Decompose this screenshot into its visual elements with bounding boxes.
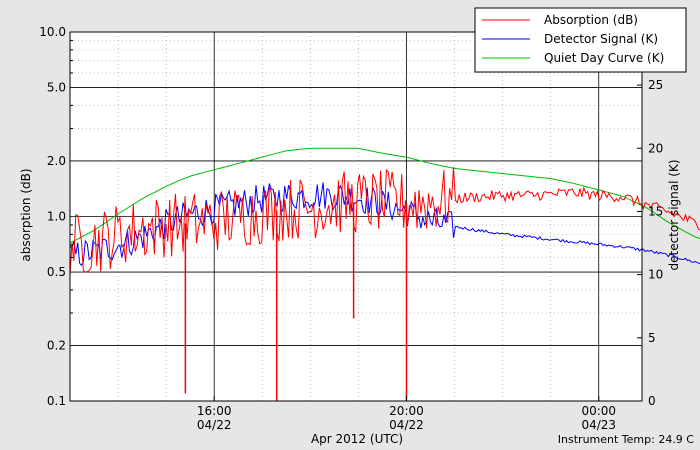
x-tick-label-time: 00:00 — [581, 404, 616, 418]
y-right-tick-label: 10 — [648, 268, 663, 282]
legend-label: Detector Signal (K) — [544, 32, 658, 46]
x-tick-label-time: 20:00 — [389, 404, 424, 418]
series-line — [69, 182, 700, 267]
legend-label: Absorption (dB) — [544, 13, 638, 27]
legend-label: Quiet Day Curve (K) — [544, 51, 664, 65]
y-left-tick-label: 0.1 — [47, 394, 66, 408]
y-right-tick-label: 20 — [648, 141, 663, 155]
grid — [69, 31, 642, 402]
series-absorption — [69, 167, 700, 401]
legend: Absorption (dB) Detector Signal (K) Quiet … — [474, 7, 687, 73]
x-tick-label-date: 04/23 — [581, 418, 616, 432]
y-left-tick-label: 2.0 — [47, 154, 66, 168]
y-left-tick-label: 10.0 — [39, 25, 66, 39]
y-right-tick-label: 25 — [648, 78, 663, 92]
axes: 16:0004/2220:0004/2200:0004/2304:0004/23… — [39, 25, 663, 432]
y-right-tick-label: 5 — [648, 331, 656, 345]
series-quiet — [69, 147, 700, 244]
y-left-tick-label: 0.5 — [47, 265, 66, 279]
plot-frame — [69, 31, 643, 402]
x-axis-label: Apr 2012 (UTC) — [311, 432, 403, 446]
legend-box — [474, 7, 687, 73]
series-layer — [69, 147, 700, 401]
y-axis-right-label: detector signal (K) — [667, 159, 681, 270]
y-left-tick-label: 1.0 — [47, 210, 66, 224]
y-left-tick-label: 0.2 — [47, 338, 66, 352]
x-tick-label-date: 04/22 — [389, 418, 424, 432]
series-line — [69, 147, 700, 244]
y-right-tick-label: 15 — [648, 204, 663, 218]
y-left-tick-label: 5.0 — [47, 81, 66, 95]
series-line — [69, 167, 700, 276]
y-axis-left-label: absorption (dB) — [19, 168, 33, 261]
x-tick-label-time: 16:00 — [197, 404, 232, 418]
series-detector — [69, 182, 700, 267]
x-tick-label-date: 04/22 — [197, 418, 232, 432]
y-right-tick-label: 0 — [648, 394, 656, 408]
instrument-temp-text: Instrument Temp: 24.9 C — [558, 433, 695, 446]
